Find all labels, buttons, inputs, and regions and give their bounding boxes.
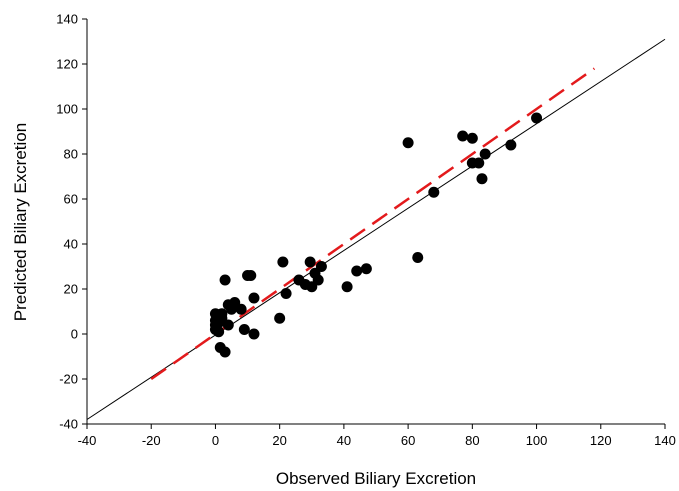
- data-point: [248, 292, 260, 304]
- data-point: [213, 326, 225, 338]
- x-tick-label: -40: [78, 433, 97, 448]
- data-point: [219, 274, 231, 286]
- data-point: [351, 265, 363, 277]
- y-tick-label: 20: [64, 282, 78, 297]
- y-tick-label: 80: [64, 147, 78, 162]
- x-tick-label: -20: [142, 433, 161, 448]
- y-tick-label: 40: [64, 237, 78, 252]
- data-point: [476, 173, 488, 185]
- y-axis-title: Predicted Biliary Excretion: [11, 123, 30, 321]
- y-tick-label: 100: [56, 102, 78, 117]
- data-point: [457, 130, 469, 142]
- data-point: [315, 261, 327, 272]
- data-point: [219, 346, 231, 358]
- data-point: [238, 324, 250, 335]
- data-point: [466, 132, 478, 144]
- y-tick-label: 60: [64, 192, 78, 207]
- x-axis: -40 -20 0 20 40 60 80 100 120 140: [78, 423, 676, 448]
- data-point: [412, 252, 424, 263]
- data-point: [341, 281, 353, 293]
- x-axis-title: Observed Biliary Excretion: [276, 469, 476, 488]
- data-point: [222, 319, 234, 331]
- y-axis: -40 -20 0 20 40 60 80 100 120 140: [56, 12, 88, 432]
- y-tick-label: 120: [56, 57, 78, 72]
- data-points: [209, 112, 543, 358]
- y-tick-label: -40: [59, 417, 78, 432]
- data-point: [428, 186, 440, 198]
- data-point: [216, 308, 228, 320]
- x-tick-label: 120: [590, 433, 612, 448]
- data-point: [235, 303, 247, 315]
- x-tick-label: 40: [337, 433, 351, 448]
- data-point: [248, 328, 260, 340]
- x-tick-label: 20: [272, 433, 286, 448]
- y-tick-label: 140: [56, 12, 78, 27]
- data-point: [473, 157, 485, 169]
- data-point: [479, 148, 491, 160]
- y-tick-label: 0: [71, 327, 78, 342]
- fit-lines: [86, 38, 666, 420]
- y-tick-label: -20: [59, 372, 78, 387]
- data-point: [505, 139, 517, 151]
- data-point: [531, 112, 543, 124]
- data-point: [245, 270, 257, 281]
- data-point: [274, 312, 286, 324]
- x-tick-label: 0: [212, 433, 219, 448]
- data-point: [312, 274, 324, 286]
- data-point: [304, 256, 316, 268]
- x-tick-label: 100: [526, 433, 548, 448]
- data-point: [402, 137, 414, 149]
- data-point: [360, 263, 372, 275]
- data-point: [277, 256, 289, 268]
- data-point: [280, 288, 292, 299]
- x-tick-label: 60: [401, 433, 415, 448]
- x-tick-label: 80: [465, 433, 479, 448]
- x-tick-label: 140: [654, 433, 676, 448]
